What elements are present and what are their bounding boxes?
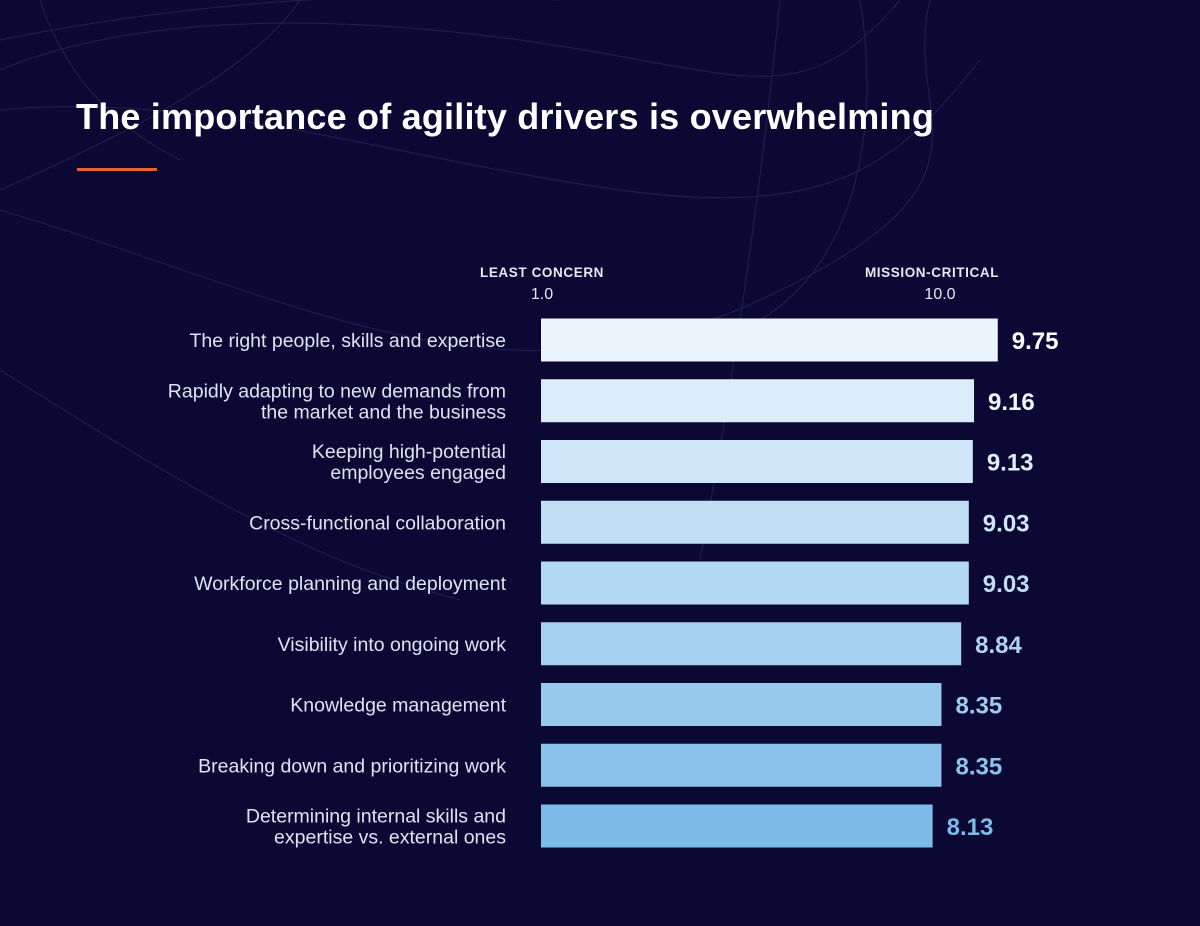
category-label: Cross-functional collaboration	[249, 512, 506, 534]
bar-group: 9.75 The right people, skills and experti…	[168, 318, 1059, 849]
bar-value-label: 8.35	[955, 753, 1002, 780]
category-label: expertise vs. external ones	[274, 827, 506, 849]
bar-value-label: 9.75	[1012, 328, 1059, 355]
category-label: Determining internal skills and	[246, 806, 506, 828]
category-label: Breaking down and prioritizing work	[198, 755, 506, 777]
bar-value-label: 8.35	[955, 693, 1002, 720]
category-label: employees engaged	[330, 462, 506, 484]
bar	[541, 379, 975, 423]
bar	[541, 622, 962, 666]
bar	[541, 683, 942, 726]
bar	[541, 561, 969, 605]
bar	[541, 500, 969, 544]
category-label: The right people, skills and expertise	[189, 330, 506, 352]
scale-min-label: LEAST CONCERN	[480, 265, 604, 280]
bar-value-label: 9.13	[987, 450, 1034, 477]
bar	[541, 804, 933, 848]
bar	[541, 743, 942, 787]
bar-value-label: 8.84	[975, 632, 1022, 659]
bar	[541, 318, 998, 362]
scale-max-label: MISSION-CRITICAL	[865, 265, 999, 280]
bar-value-label: 8.13	[947, 814, 994, 841]
page-title: The importance of agility drivers is ove…	[76, 96, 935, 137]
bar-value-label: 9.03	[983, 510, 1030, 537]
category-label: Keeping high-potential	[312, 441, 506, 463]
bar	[541, 440, 973, 483]
bar-value-label: 9.03	[983, 571, 1030, 598]
bar-value-label: 9.16	[988, 389, 1035, 416]
title-accent-rule	[77, 168, 157, 171]
category-label: Visibility into ongoing work	[278, 634, 507, 656]
category-label: the market and the business	[261, 401, 506, 423]
scale-max-value: 10.0	[924, 286, 955, 303]
category-label: Knowledge management	[290, 695, 506, 717]
category-label: Rapidly adapting to new demands from	[168, 380, 506, 402]
scale-min-value: 1.0	[531, 286, 553, 303]
category-label: Workforce planning and deployment	[194, 573, 506, 595]
